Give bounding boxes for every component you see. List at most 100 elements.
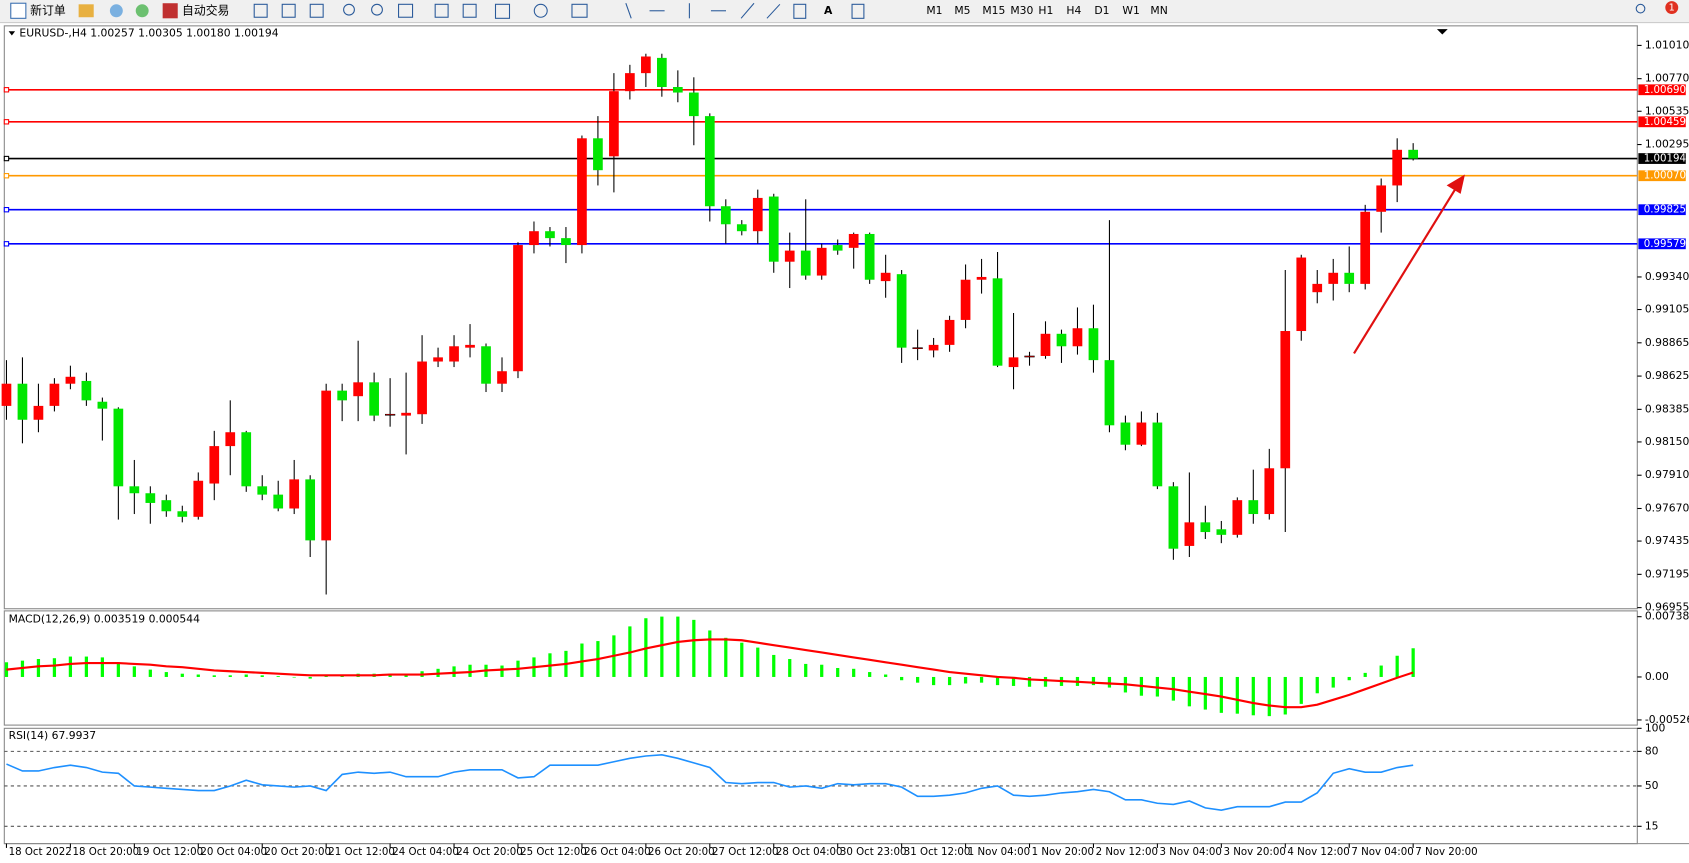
macd-bar xyxy=(868,672,872,677)
icon[interactable] xyxy=(533,3,548,18)
y-tick-label: 0.007389 xyxy=(1645,610,1689,623)
icon[interactable] xyxy=(253,3,268,18)
timeframe-button[interactable]: H1 xyxy=(1038,4,1053,17)
candle-body xyxy=(1040,333,1051,356)
macd-bar xyxy=(1395,655,1399,677)
search-icon[interactable] xyxy=(1635,3,1646,14)
annotation-arrow xyxy=(1353,186,1458,354)
icon[interactable] xyxy=(494,3,511,19)
macd-bar xyxy=(963,676,968,684)
candle-body xyxy=(129,486,140,494)
macd-bar xyxy=(1251,676,1255,716)
icon[interactable] xyxy=(371,3,383,16)
icon[interactable] xyxy=(434,3,449,18)
timeframe-button[interactable]: W1 xyxy=(1122,4,1139,17)
icon[interactable] xyxy=(109,4,123,18)
x-tick-label: 2 Nov 12:00 xyxy=(1096,847,1158,858)
macd-bar xyxy=(52,658,57,677)
icon[interactable] xyxy=(281,3,296,18)
icon[interactable] xyxy=(625,3,632,19)
auto-trading-button[interactable]: 自动交易 xyxy=(182,3,229,17)
icon[interactable] xyxy=(793,3,807,19)
shift-marker xyxy=(1436,29,1448,35)
candle-body xyxy=(704,116,715,207)
new-order-button[interactable]: 新订单 xyxy=(30,3,66,17)
new-order-icon[interactable] xyxy=(10,2,27,19)
icon[interactable] xyxy=(309,3,324,18)
candle-body xyxy=(65,376,76,384)
x-tick-label: 7 Nov 04:00 xyxy=(1351,847,1413,858)
x-tick-label: 7 Nov 20:00 xyxy=(1415,847,1477,858)
candle-body xyxy=(1232,500,1243,535)
candle-body xyxy=(1200,522,1211,533)
candle-body xyxy=(577,138,587,246)
icon[interactable] xyxy=(851,3,865,19)
candle-body xyxy=(497,371,507,384)
macd-bar xyxy=(1267,676,1271,717)
candle-body xyxy=(912,347,923,350)
level-handle xyxy=(3,207,10,213)
macd-bar xyxy=(212,675,216,677)
notification-badge[interactable] xyxy=(1665,1,1679,15)
timeframe-button[interactable]: M5 xyxy=(954,4,970,17)
level-label: 0.99825 xyxy=(1644,205,1686,216)
timeframe-button[interactable]: D1 xyxy=(1094,4,1109,17)
timeframe-button[interactable]: H4 xyxy=(1066,4,1081,17)
x-tick-label: 30 Oct 23:00 xyxy=(840,847,907,858)
level-label-box xyxy=(1638,204,1686,216)
timeframe-button[interactable]: MN xyxy=(1150,4,1167,17)
macd-bar xyxy=(116,662,120,677)
macd-bar xyxy=(1027,676,1032,687)
candle-body xyxy=(449,346,459,362)
y-tick-label: 80 xyxy=(1645,744,1659,757)
y-tick-label: 1.01010 xyxy=(1645,38,1689,51)
icon[interactable] xyxy=(343,3,355,16)
level-handle xyxy=(3,241,10,247)
icon[interactable] xyxy=(398,3,414,18)
level-label-box xyxy=(1638,84,1686,96)
icon[interactable] xyxy=(135,4,149,18)
candle-body xyxy=(225,432,236,447)
candle-body xyxy=(736,224,747,232)
macd-bar xyxy=(292,676,296,678)
candle-body xyxy=(657,57,667,88)
timeframe-button[interactable]: M1 xyxy=(926,4,942,17)
macd-bar xyxy=(84,656,89,677)
candle-body xyxy=(145,493,156,503)
icon[interactable] xyxy=(571,3,588,18)
macd-panel xyxy=(3,610,1638,726)
auto-trading-icon[interactable] xyxy=(162,3,178,19)
y-tick-label: 1.00770 xyxy=(1645,72,1689,85)
x-tick-label: 1 Nov 20:00 xyxy=(1032,847,1094,858)
level-label-box xyxy=(1638,153,1686,164)
main-panel xyxy=(3,25,1638,610)
candle-body xyxy=(513,245,523,372)
candle-body xyxy=(433,357,443,362)
x-tick-label: 26 Oct 20:00 xyxy=(648,847,715,858)
level-label-box xyxy=(1638,116,1686,128)
candle-body xyxy=(864,233,875,280)
symbol-menu-arrow[interactable] xyxy=(8,31,16,36)
macd-bar xyxy=(740,642,744,677)
timeframe-button[interactable]: M30 xyxy=(1010,4,1033,17)
text-tool-icon[interactable]: A xyxy=(824,4,833,17)
x-tick-label: 21 Oct 12:00 xyxy=(328,847,395,858)
y-tick-label: 0.97910 xyxy=(1645,468,1689,481)
candle-body xyxy=(353,382,363,397)
macd-bar xyxy=(836,667,840,677)
macd-bar xyxy=(260,675,264,677)
candle-body xyxy=(688,92,699,117)
candle-body xyxy=(1024,355,1035,358)
timeframe-button[interactable]: M15 xyxy=(982,4,1005,17)
level-handle xyxy=(3,87,10,93)
candle-body xyxy=(609,91,619,157)
icon[interactable] xyxy=(78,4,94,18)
timeframe-bar: M1 M5 M15 M30 H1 H4 D1 W1 MN xyxy=(926,4,1167,17)
icon[interactable] xyxy=(740,2,755,19)
toolbar xyxy=(0,0,1689,23)
icon[interactable] xyxy=(462,3,477,18)
candle-body xyxy=(33,405,44,420)
macd-bar xyxy=(900,676,904,681)
icon[interactable] xyxy=(766,3,781,19)
candle-body xyxy=(1152,422,1163,487)
